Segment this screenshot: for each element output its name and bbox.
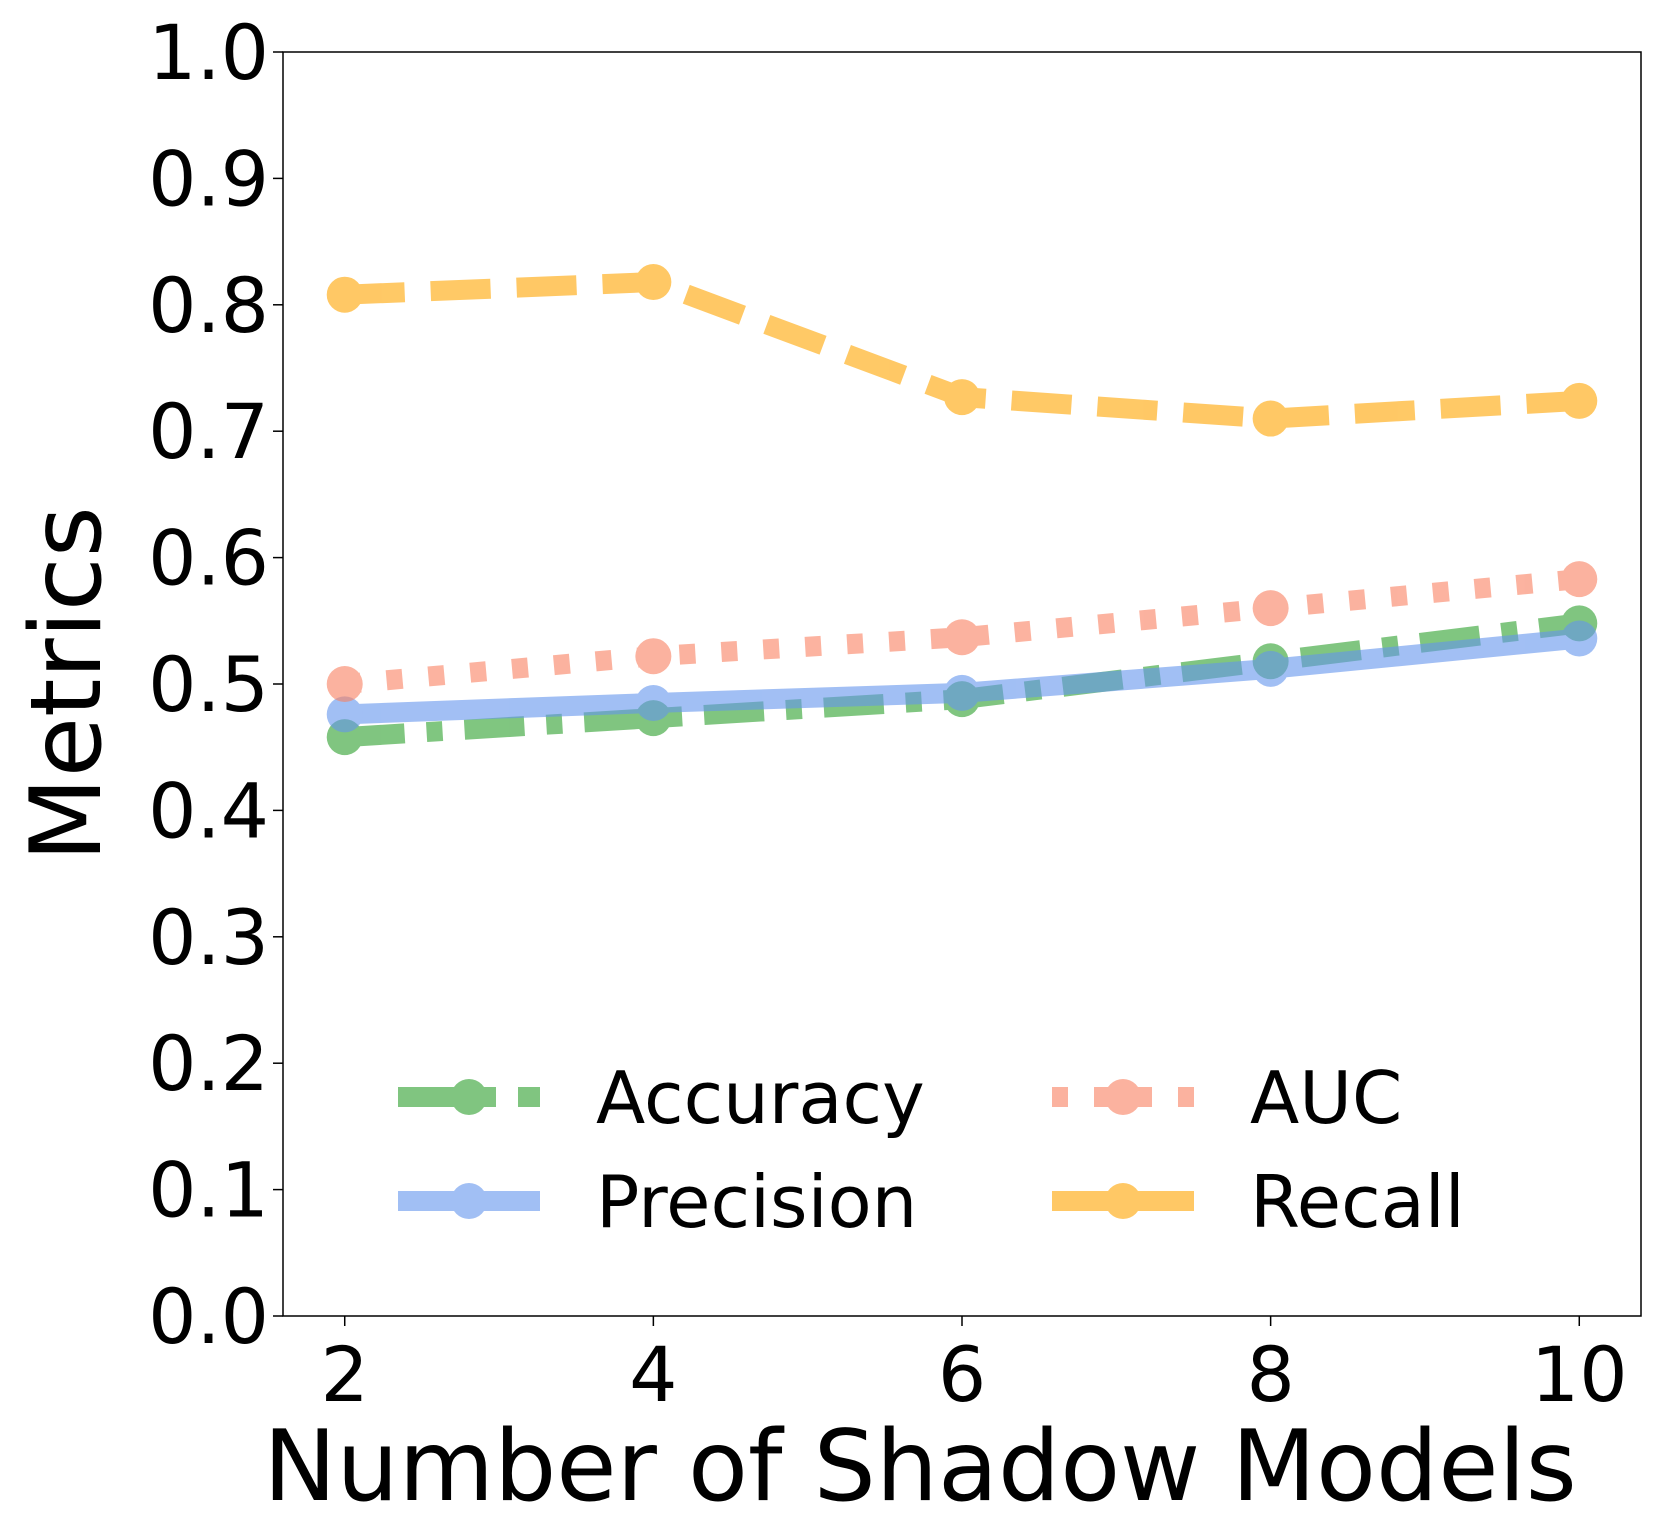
series: [326, 264, 1598, 437]
x-tick-label: 2: [321, 1330, 369, 1419]
point: [1252, 650, 1289, 687]
y-tick-label: 0.9: [148, 134, 269, 223]
legend-label: Recall: [1250, 1160, 1465, 1244]
point: [1561, 620, 1598, 657]
point: [1252, 590, 1289, 627]
point: [944, 619, 980, 656]
x-tick-label: 6: [938, 1330, 986, 1419]
point: [635, 264, 672, 301]
legend-handle: [1052, 1079, 1194, 1115]
y-tick-label: 1.0: [148, 8, 269, 97]
point: [1252, 400, 1289, 437]
x-axis-label: Number of Shadow Models: [263, 1410, 1577, 1524]
legend-marker: [1105, 1183, 1141, 1219]
y-tick-label: 0.8: [148, 261, 269, 350]
legend-handle: [398, 1183, 540, 1219]
series: [326, 561, 1598, 702]
point: [1561, 382, 1598, 419]
legend-label: AUC: [1250, 1056, 1402, 1140]
legend-marker: [451, 1079, 487, 1115]
legend-handle: [398, 1079, 540, 1115]
point: [635, 684, 672, 721]
point: [326, 666, 363, 702]
y-tick-label: 0.2: [148, 1019, 269, 1108]
y-tick-label: 0.6: [148, 514, 269, 603]
y-tick-label: 0.4: [148, 766, 269, 855]
series: [326, 620, 1598, 733]
point: [944, 674, 980, 711]
x-tick-label: 8: [1246, 1330, 1294, 1419]
point: [944, 379, 980, 416]
y-axis-label: Metrics: [10, 506, 124, 862]
point: [635, 638, 672, 675]
y-tick-label: 0.1: [148, 1146, 269, 1235]
y-tick-label: 0.5: [148, 640, 269, 729]
legend-marker: [451, 1183, 487, 1219]
legend-handle: [1052, 1183, 1194, 1219]
y-tick-label: 0.3: [148, 893, 269, 982]
point: [326, 276, 363, 313]
x-tick-label: 4: [629, 1330, 677, 1419]
point: [326, 696, 363, 733]
y-tick-label: 0.0: [148, 1272, 269, 1361]
point: [1561, 561, 1598, 598]
legend-label: Precision: [596, 1160, 917, 1244]
legend-marker: [1105, 1079, 1141, 1115]
x-tick-label: 10: [1531, 1330, 1628, 1419]
legend-label: Accuracy: [596, 1056, 925, 1140]
y-tick-label: 0.7: [148, 387, 269, 476]
